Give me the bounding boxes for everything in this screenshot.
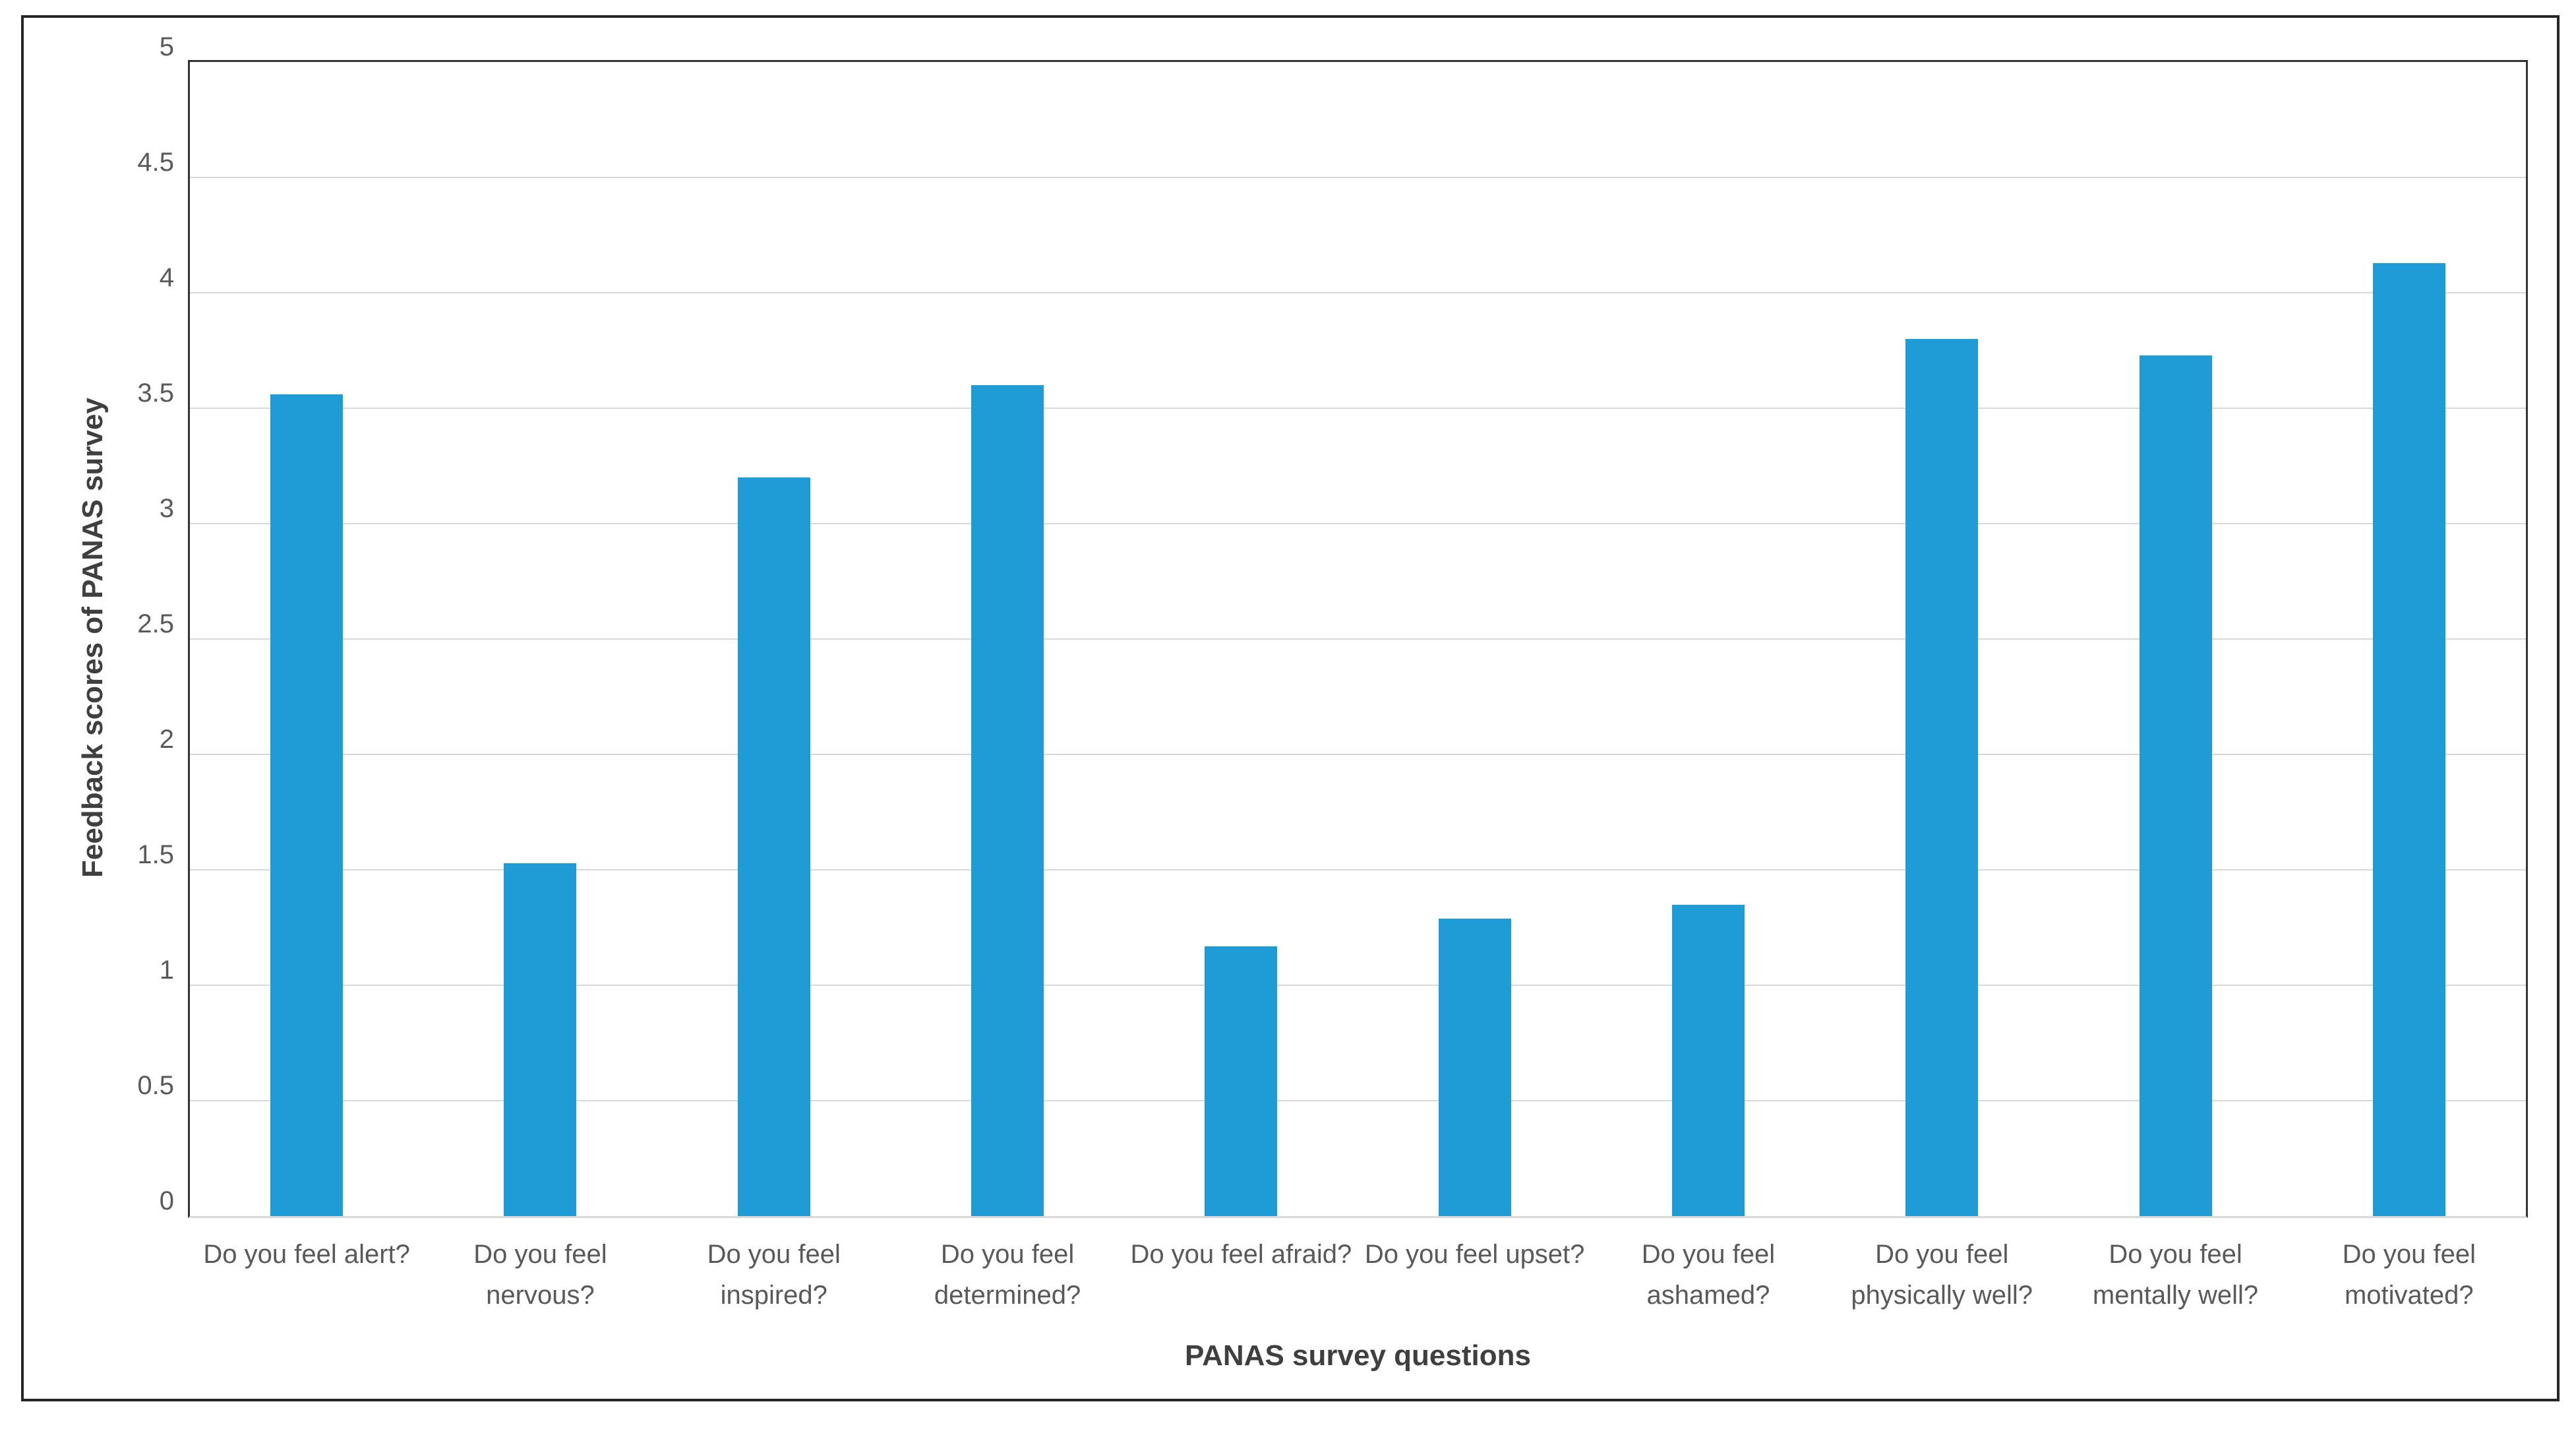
gridline — [190, 869, 2526, 871]
gridline — [190, 177, 2526, 178]
category-label: Do you feel alert? — [203, 1240, 410, 1269]
category-label: Do you feel afraid? — [1130, 1240, 1352, 1269]
gridline — [190, 408, 2526, 409]
y-tick-label: 3 — [159, 494, 174, 523]
y-axis-tick-labels: 0 0.5 1 1.5 2 2.5 3 3.5 4 4.5 5 — [24, 18, 174, 1437]
y-tick-label: 4 — [159, 263, 174, 292]
bar-8 — [1905, 339, 1979, 1216]
category-label: Do you feel motivated? — [2342, 1240, 2476, 1310]
bar-4 — [971, 385, 1044, 1216]
bar-2 — [504, 863, 577, 1216]
gridline — [190, 754, 2526, 755]
bar-9 — [2139, 355, 2212, 1216]
category-label: Do you feel ashamed? — [1641, 1240, 1776, 1310]
gridline — [190, 638, 2526, 640]
y-tick-label: 3.5 — [137, 379, 174, 408]
y-tick-label: 2.5 — [137, 609, 174, 638]
category-label: Do you feel upset? — [1364, 1240, 1585, 1269]
bar-5 — [1205, 946, 1278, 1216]
chart-frame: Feedback scores of PANAS survey 0 0.5 1 1.5… — [21, 15, 2560, 1401]
category-label: Do you feel nervous? — [473, 1240, 607, 1310]
category-label: Do you feel mentally well? — [2092, 1240, 2259, 1310]
gridline — [190, 523, 2526, 524]
y-tick-label: 0 — [159, 1186, 174, 1215]
bar-1 — [270, 394, 344, 1216]
bar-3 — [737, 477, 810, 1216]
bar-6 — [1438, 918, 1511, 1216]
category-label: Do you feel determined? — [934, 1240, 1081, 1310]
x-axis-category-labels: Do you feel alert? Do you feel nervous? Do… — [190, 1234, 2526, 1339]
y-tick-label: 0.5 — [137, 1071, 174, 1100]
y-tick-label: 1.5 — [137, 840, 174, 869]
gridline — [190, 985, 2526, 986]
gridline — [190, 1100, 2526, 1101]
y-tick-label: 5 — [159, 32, 174, 61]
x-axis-title: PANAS survey questions — [1185, 1339, 1531, 1372]
bar-7 — [1671, 904, 1745, 1216]
y-tick-label: 1 — [159, 956, 174, 985]
plot-area — [188, 60, 2528, 1218]
gridline — [190, 292, 2526, 293]
category-label: Do you feel physically well? — [1851, 1240, 2033, 1310]
y-tick-label: 4.5 — [137, 148, 174, 177]
category-label: Do you feel inspired? — [707, 1240, 841, 1310]
bar-10 — [2372, 262, 2445, 1216]
y-tick-label: 2 — [159, 725, 174, 754]
